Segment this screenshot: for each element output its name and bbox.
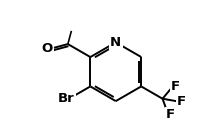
Text: Br: Br xyxy=(58,91,75,104)
Text: F: F xyxy=(171,80,180,93)
Text: F: F xyxy=(176,95,186,108)
Text: F: F xyxy=(166,108,175,121)
Text: N: N xyxy=(110,36,121,49)
Text: O: O xyxy=(42,42,53,55)
